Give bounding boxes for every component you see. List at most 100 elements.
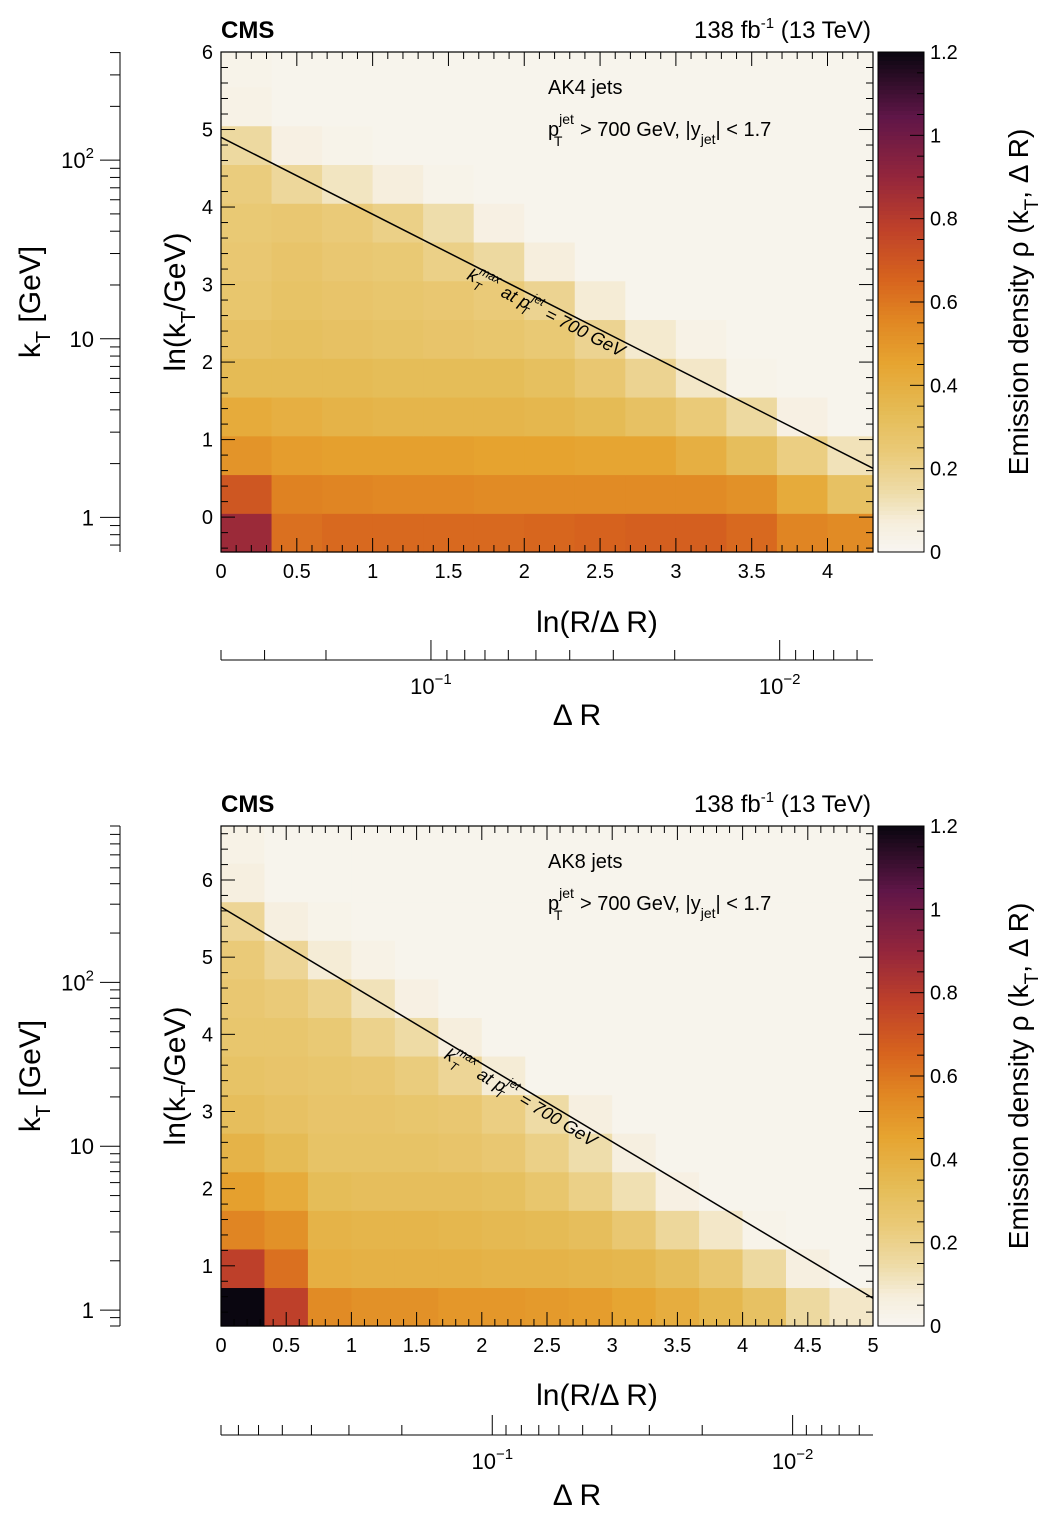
- colorbar-segment: [878, 347, 924, 353]
- colorbar-segment: [878, 876, 924, 881]
- heatmap-cell: [742, 1171, 787, 1211]
- y-tick-label: 1: [202, 430, 213, 452]
- colorbar-segment: [878, 838, 924, 844]
- heatmap-cell: [827, 396, 874, 437]
- heatmap-cell: [481, 1210, 526, 1250]
- heatmap-cell: [625, 435, 677, 476]
- heatmap-cell: [742, 826, 787, 864]
- colorbar-segment: [878, 1080, 924, 1085]
- heatmap-cell: [625, 52, 677, 88]
- heatmap-cell: [776, 241, 829, 282]
- heatmap-cell: [655, 863, 700, 903]
- y-axis-label: ln(kT/GeV): [159, 233, 200, 372]
- heatmap-cell: [221, 513, 273, 553]
- heatmap-cell: [271, 358, 323, 398]
- heatmap-cell: [726, 396, 778, 437]
- heatmap-cell: [574, 241, 626, 282]
- colorbar-segment: [878, 168, 924, 174]
- heatmap-cell: [699, 1094, 744, 1134]
- heatmap-cell: [827, 358, 874, 398]
- z-tick-label: 0.6: [930, 292, 958, 314]
- colorbar-segment: [878, 52, 924, 57]
- heatmap-cell: [394, 1055, 439, 1096]
- heatmap-cell: [829, 1171, 874, 1211]
- heatmap-cell: [221, 280, 273, 321]
- heatmap-cell: [574, 358, 626, 398]
- heatmap-cell: [307, 1287, 352, 1327]
- colorbar-segment: [878, 472, 924, 478]
- heatmap-cell: [264, 863, 309, 903]
- heatmap-cell: [786, 1171, 831, 1211]
- heatmap-cell: [675, 358, 727, 398]
- heatmap-cell: [307, 1248, 352, 1289]
- colorbar-segment: [878, 996, 924, 1002]
- colorbar-segment: [878, 56, 924, 61]
- colorbar-segment: [878, 909, 924, 914]
- colorbar-segment: [878, 243, 924, 249]
- heatmap-cell: [372, 125, 424, 165]
- heatmap-cell: [726, 164, 778, 204]
- heatmap-cell: [322, 203, 374, 243]
- colorbar-segment: [878, 830, 924, 835]
- heatmap-cell: [625, 203, 677, 243]
- colorbar-segment: [878, 1234, 924, 1239]
- colorbar-segment: [878, 1109, 924, 1114]
- heatmap-cell: [271, 319, 323, 359]
- heatmap-cell: [372, 319, 424, 359]
- heatmap-cell: [473, 358, 525, 398]
- x-tick-label: 2: [476, 1335, 487, 1357]
- heatmap-cell: [675, 203, 727, 243]
- heatmap-cell: [827, 280, 874, 321]
- heatmap-cells: [221, 52, 874, 553]
- heatmap-cell: [438, 1094, 483, 1134]
- colorbar-segment: [878, 1159, 924, 1164]
- colorbar-segment: [878, 127, 924, 132]
- jet-cut-label: pjet T > 700 GeV, |yjet| < 1.7: [548, 111, 771, 149]
- heatmap-cell: [675, 396, 727, 437]
- colorbar-segment: [878, 1071, 924, 1077]
- heatmap-cell: [481, 1017, 526, 1057]
- colorbar-segment: [878, 1134, 924, 1139]
- heatmap-cell: [264, 1210, 309, 1250]
- chart-panel-ak8: 0 0.5 1 1.5 2 2.5 3 3.5 4 4.5 5 1 2 3 4 5 6 CMS 138 fb-1 (…: [14, 789, 1043, 1512]
- heatmap-cell: [829, 940, 874, 980]
- colorbar-segment: [878, 306, 924, 311]
- heatmap-cell: [525, 1171, 570, 1211]
- y-tick-label: 4: [202, 1024, 213, 1046]
- colorbar-segment: [878, 293, 924, 299]
- heatmap-cell: [394, 1171, 439, 1211]
- heatmap-cell: [726, 358, 778, 398]
- heatmap-cell: [372, 435, 424, 476]
- z-tick-label: 0.6: [930, 1066, 958, 1088]
- colorbar-segment: [878, 310, 924, 315]
- heatmap-cell: [394, 863, 439, 903]
- heatmap-cell: [221, 86, 273, 127]
- colorbar-segment: [878, 443, 924, 449]
- heatmap-cell: [524, 86, 576, 127]
- colorbar-segment: [878, 901, 924, 906]
- heatmap-cell: [612, 901, 657, 941]
- colorbar-segment: [878, 514, 924, 520]
- y-tick-label: 5: [202, 947, 213, 969]
- colorbar-segment: [878, 81, 924, 86]
- colorbar-segment: [878, 464, 924, 470]
- colorbar-segment: [878, 485, 924, 490]
- colorbar-segment: [878, 846, 924, 852]
- colorbar-segment: [878, 543, 924, 549]
- heatmap-cell: [524, 474, 576, 514]
- heatmap-cells: [221, 826, 874, 1327]
- colorbar-segment: [878, 72, 924, 78]
- heatmap-cell: [423, 358, 475, 398]
- heatmap-cell: [481, 1055, 526, 1096]
- heatmap-cell: [742, 1094, 787, 1134]
- colorbar-segment: [878, 85, 924, 90]
- heatmap-cell: [221, 203, 273, 243]
- y-tick-label: 3: [202, 275, 213, 297]
- colorbar-segment: [878, 1180, 924, 1185]
- heatmap-cell: [271, 125, 323, 165]
- colorbar-segment: [878, 1101, 924, 1106]
- colorbar-segment: [878, 1059, 924, 1064]
- heatmap-cell: [776, 513, 829, 553]
- heatmap-cell: [351, 1055, 396, 1096]
- colorbar-segment: [878, 1005, 924, 1010]
